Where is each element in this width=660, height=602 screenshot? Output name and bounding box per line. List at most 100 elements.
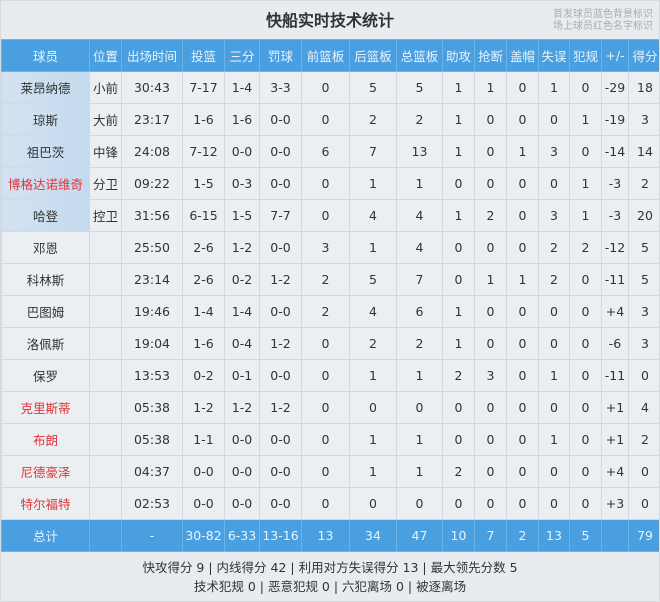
player-name[interactable]: 祖巴茨	[1, 135, 90, 168]
stat-cell: 0-0	[259, 423, 302, 456]
stat-cell: 1	[349, 455, 397, 488]
stat-cell: 0-2	[182, 359, 225, 392]
stat-cell: 5	[628, 231, 659, 264]
player-name[interactable]: 尼德豪泽	[1, 455, 90, 488]
stat-cell: 0	[538, 391, 570, 424]
stat-cell: 0-0	[182, 455, 225, 488]
player-name[interactable]: 保罗	[1, 359, 90, 392]
player-name[interactable]: 哈登	[1, 199, 90, 232]
column-header[interactable]: 失误	[538, 39, 570, 72]
stat-cell: 4	[396, 199, 443, 232]
stats-table: 球员 位置 出场时间 投篮 三分 罚球 前篮板 后篮板 总篮板 助攻 抢断 盖帽 失误 犯规 +/- 得分 莱…	[1, 39, 659, 552]
player-name[interactable]: 博格达诺维奇	[1, 167, 90, 200]
column-header[interactable]: 抢断	[474, 39, 507, 72]
stat-cell: 0	[301, 423, 350, 456]
legend-on-court: 场上球员红色名字标识	[553, 21, 653, 32]
stat-cell: 5	[628, 263, 659, 296]
table-row: 克里斯蒂 05:38 1-2 1-2 1-2 0 0 0 0 0 0 0 0 +1 4	[1, 391, 659, 424]
stat-cell: 4	[396, 231, 443, 264]
column-header[interactable]: 盖帽	[506, 39, 539, 72]
player-name[interactable]: 邓恩	[1, 231, 90, 264]
stat-cell: 0	[569, 327, 602, 360]
stat-cell	[89, 455, 122, 488]
column-header[interactable]: 后篮板	[349, 39, 397, 72]
column-header[interactable]: 前篮板	[301, 39, 350, 72]
column-header[interactable]: 总篮板	[396, 39, 443, 72]
stat-cell: 1	[506, 263, 539, 296]
column-header[interactable]: 球员	[1, 39, 90, 72]
stat-cell: 1	[474, 71, 507, 104]
player-name[interactable]: 琼斯	[1, 103, 90, 136]
stat-cell: 20	[628, 199, 659, 232]
stat-cell: 0-0	[259, 359, 302, 392]
player-name[interactable]: 巴图姆	[1, 295, 90, 328]
stat-cell: 0	[301, 103, 350, 136]
stat-cell: 1	[442, 327, 475, 360]
stat-cell: 0	[474, 231, 507, 264]
stat-cell: 0	[301, 167, 350, 200]
player-name[interactable]: 科林斯	[1, 263, 90, 296]
stat-cell: 2	[396, 103, 443, 136]
column-header[interactable]: 投篮	[182, 39, 225, 72]
stat-cell: 5	[349, 263, 397, 296]
stat-cell: 1-6	[182, 103, 225, 136]
player-name[interactable]: 布朗	[1, 423, 90, 456]
stat-cell: 1	[538, 423, 570, 456]
stat-cell: 2	[396, 327, 443, 360]
stat-cell: 24:08	[121, 135, 183, 168]
stat-cell: 3	[301, 231, 350, 264]
stat-cell: 30:43	[121, 71, 183, 104]
total-cell: 6-33	[224, 519, 260, 552]
stat-cell: 1-2	[182, 391, 225, 424]
table-row: 邓恩 25:50 2-6 1-2 0-0 3 1 4 0 0 0 2 2 -12 5	[1, 231, 659, 264]
stat-cell: 0	[506, 359, 539, 392]
stat-cell: 0-3	[224, 167, 260, 200]
stat-cell: 0	[506, 199, 539, 232]
stat-cell: 5	[349, 71, 397, 104]
stat-cell: 1	[442, 103, 475, 136]
summary-line-2: 技术犯规 0 | 恶意犯规 0 | 六犯离场 0 | 被逐离场	[193, 579, 467, 594]
stat-cell: 1	[442, 199, 475, 232]
column-header[interactable]: 三分	[224, 39, 260, 72]
stat-cell	[89, 327, 122, 360]
player-name[interactable]: 克里斯蒂	[1, 391, 90, 424]
column-header[interactable]: 罚球	[259, 39, 302, 72]
stat-cell: 14	[628, 135, 659, 168]
stat-cell: 0-2	[224, 263, 260, 296]
column-header[interactable]: 位置	[89, 39, 122, 72]
stat-cell: 0	[301, 391, 350, 424]
stat-cell: 0-0	[224, 135, 260, 168]
player-name[interactable]: 特尔福特	[1, 487, 90, 520]
stat-cell: 2	[628, 167, 659, 200]
stat-cell: 23:14	[121, 263, 183, 296]
stat-cell: 05:38	[121, 423, 183, 456]
total-cell	[89, 519, 122, 552]
stat-cell: 3	[628, 327, 659, 360]
column-header[interactable]: +/-	[601, 39, 629, 72]
stat-cell: 0	[396, 487, 443, 520]
table-row: 莱昂纳德 小前 30:43 7-17 1-4 3-3 0 5 5 1 1 0 1 0 -29 18	[1, 71, 659, 104]
stat-cell: 0	[628, 455, 659, 488]
total-cell: 13	[538, 519, 570, 552]
stat-cell: 0	[538, 103, 570, 136]
stat-cell: 0	[442, 423, 475, 456]
stat-cell: 3	[538, 199, 570, 232]
stat-cell	[89, 423, 122, 456]
total-cell: 47	[396, 519, 443, 552]
stat-cell: 3	[628, 103, 659, 136]
stat-cell: 7	[349, 135, 397, 168]
player-name[interactable]: 洛佩斯	[1, 327, 90, 360]
column-header[interactable]: 犯规	[569, 39, 602, 72]
column-header[interactable]: 助攻	[442, 39, 475, 72]
stat-cell: 0	[506, 487, 539, 520]
column-header[interactable]: 得分	[628, 39, 659, 72]
column-header[interactable]: 出场时间	[121, 39, 183, 72]
stat-cell: 0-0	[182, 487, 225, 520]
stat-cell: 中锋	[89, 135, 122, 168]
stat-cell: 1	[349, 231, 397, 264]
player-name[interactable]: 莱昂纳德	[1, 71, 90, 104]
stat-cell: 6-15	[182, 199, 225, 232]
stat-cell: 0	[538, 167, 570, 200]
stat-cell: 1-5	[182, 167, 225, 200]
